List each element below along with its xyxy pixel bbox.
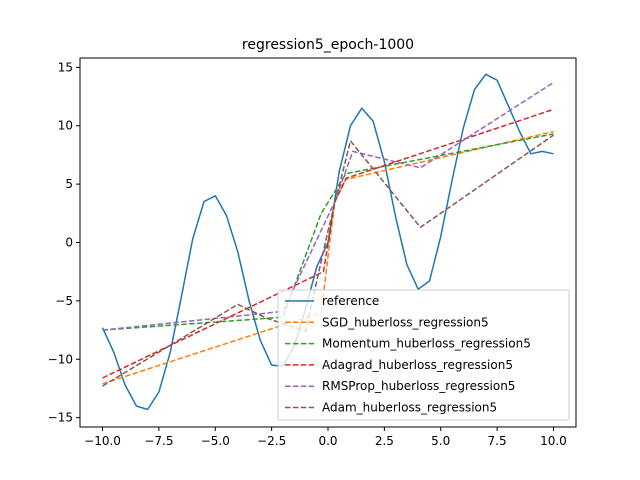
series-line-momentum-huberloss-regression5 xyxy=(102,133,554,331)
legend-label: SGD_huberloss_regression5 xyxy=(322,315,489,329)
x-tick-label: −7.5 xyxy=(144,434,173,448)
series-line-rmsprop-huberloss-regression5 xyxy=(102,81,554,331)
y-tick-label: −15 xyxy=(48,411,73,425)
x-tick-label: 5.0 xyxy=(431,434,450,448)
x-axis: −10.0 −7.5 −5.0 −2.5 0.0 2.5 5.0 7.5 10.0 xyxy=(84,427,567,448)
legend-label: Momentum_huberloss_regression5 xyxy=(322,337,531,351)
x-tick-label: −2.5 xyxy=(257,434,286,448)
legend-label: reference xyxy=(322,294,379,308)
series-line-adam-huberloss-regression5 xyxy=(102,134,554,387)
x-tick-label: −10.0 xyxy=(84,434,121,448)
x-tick-label: 0.0 xyxy=(318,434,337,448)
y-axis: −15 −10 −5 0 5 10 15 xyxy=(48,60,80,425)
legend-label: Adagrad_huberloss_regression5 xyxy=(322,358,513,372)
x-tick-label: 2.5 xyxy=(375,434,394,448)
y-tick-label: 15 xyxy=(58,60,73,74)
y-tick-label: −10 xyxy=(48,352,73,366)
y-tick-label: 0 xyxy=(65,236,73,250)
series-line-reference xyxy=(101,73,554,411)
y-tick-label: 5 xyxy=(65,177,73,191)
chart-title: regression5_epoch-1000 xyxy=(242,37,414,53)
x-tick-label: 7.5 xyxy=(488,434,507,448)
series-layer xyxy=(101,73,554,411)
legend-label: Adam_huberloss_regression5 xyxy=(322,401,497,415)
y-tick-label: −5 xyxy=(55,294,73,308)
x-tick-label: 10.0 xyxy=(540,434,567,448)
legend-label: RMSProp_huberloss_regression5 xyxy=(322,379,515,393)
legend-box xyxy=(277,289,570,421)
legend: reference SGD_huberloss_regression5 Moment… xyxy=(277,289,570,421)
x-tick-label: −5.0 xyxy=(201,434,230,448)
y-tick-label: 10 xyxy=(58,119,73,133)
